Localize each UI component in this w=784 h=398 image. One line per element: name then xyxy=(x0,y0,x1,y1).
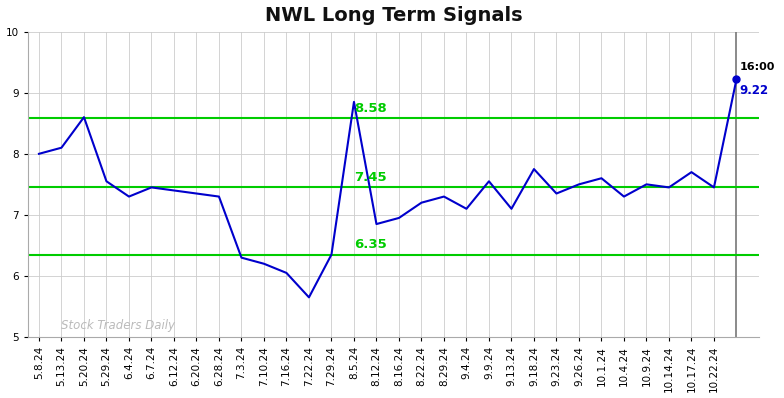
Text: 16:00: 16:00 xyxy=(740,62,775,72)
Text: 9.22: 9.22 xyxy=(740,84,769,97)
Text: 6.35: 6.35 xyxy=(354,238,387,251)
Text: 7.45: 7.45 xyxy=(354,171,387,184)
Title: NWL Long Term Signals: NWL Long Term Signals xyxy=(264,6,522,25)
Text: 8.58: 8.58 xyxy=(354,102,387,115)
Text: Stock Traders Daily: Stock Traders Daily xyxy=(61,319,176,332)
